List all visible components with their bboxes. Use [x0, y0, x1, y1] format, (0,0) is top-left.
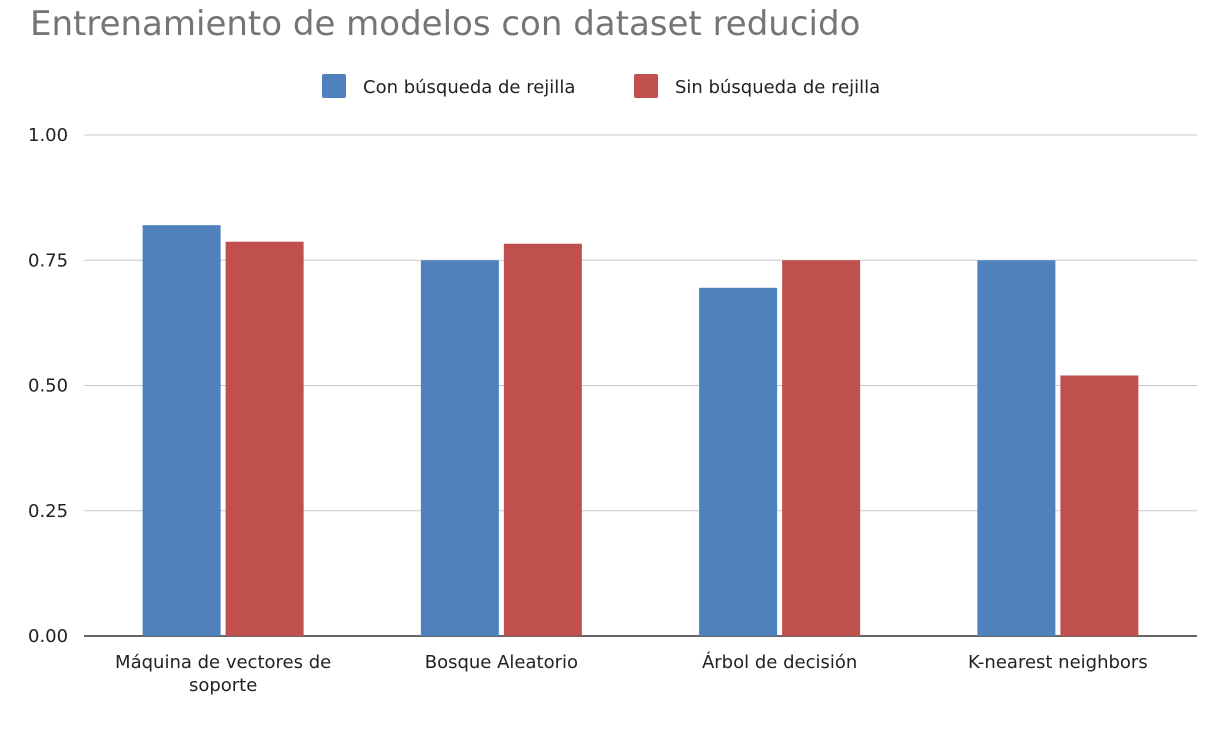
- bar-sin-0: [225, 241, 304, 636]
- x-category-label: Bosque Aleatorio: [425, 652, 578, 673]
- y-tick-label: 0.00: [28, 626, 68, 647]
- bar-con-1: [420, 260, 499, 636]
- y-tick-label: 0.25: [28, 501, 68, 522]
- legend-label: Con búsqueda de rejilla: [363, 77, 575, 98]
- bar-con-0: [142, 225, 221, 636]
- legend-label: Sin búsqueda de rejilla: [675, 77, 880, 98]
- bar-sin-2: [782, 260, 861, 636]
- x-category-label: Máquina de vectores de soporte: [115, 652, 331, 696]
- bar-sin-3: [1060, 375, 1139, 636]
- chart-title: Entrenamiento de modelos con dataset red…: [30, 4, 861, 44]
- legend-swatch: [634, 74, 658, 98]
- legend-swatch: [322, 74, 346, 98]
- y-axis-ticks: 0.00 0.25 0.50 0.75 1.00: [28, 125, 68, 647]
- y-tick-label: 0.50: [28, 376, 68, 397]
- bar-con-2: [699, 287, 778, 636]
- bar-sin-1: [503, 243, 582, 637]
- bars: [142, 225, 1139, 637]
- bar-con-3: [977, 260, 1056, 636]
- y-tick-label: 0.75: [28, 250, 68, 271]
- y-tick-label: 1.00: [28, 125, 68, 146]
- x-category-label: Árbol de decisión: [702, 651, 857, 673]
- x-axis-categories: Máquina de vectores de soporte Bosque Alea…: [115, 651, 1148, 696]
- legend: Con búsqueda de rejilla Sin búsqueda de r…: [322, 74, 880, 98]
- x-category-label: K-nearest neighbors: [968, 652, 1148, 673]
